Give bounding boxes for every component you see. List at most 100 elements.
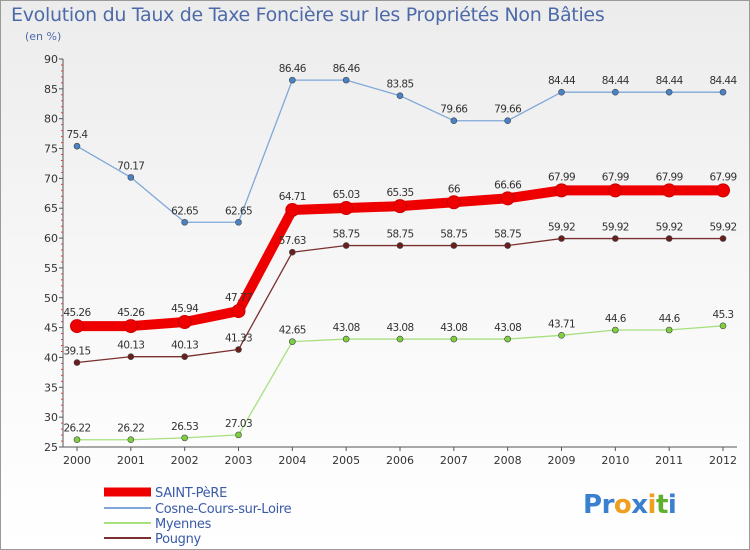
data-point <box>289 338 296 345</box>
series-layer <box>70 76 730 444</box>
data-point <box>665 326 673 334</box>
data-label: 79.66 <box>440 104 468 116</box>
x-tick-label: 2002 <box>171 454 199 467</box>
data-point <box>73 436 81 444</box>
data-label: 26.22 <box>63 423 90 435</box>
data-point <box>450 335 458 343</box>
data-label: 67.99 <box>548 171 575 183</box>
y-tick-label: 50 <box>44 292 58 305</box>
data-label: 43.71 <box>548 318 575 330</box>
data-point <box>342 335 350 343</box>
data-point <box>719 322 727 330</box>
data-point <box>450 117 458 125</box>
x-tick-label: 2009 <box>548 454 576 467</box>
data-label: 45.26 <box>63 307 91 319</box>
data-point <box>393 199 407 214</box>
data-label: 86.46 <box>333 63 361 75</box>
data-label: 26.22 <box>117 423 144 435</box>
data-labels: 45.26 45.26 45.94 47.77 64.71 65.03 65.35 66 66.… <box>63 63 738 435</box>
logo-letter: P <box>583 490 602 520</box>
y-axis-ticks: 25 30 35 40 45 50 55 60 65 70 75 80 85 90 <box>44 53 63 454</box>
data-label: 70.17 <box>117 160 144 172</box>
legend: SAINT-PèRECosne-Cours-sur-LoireMyennesPo… <box>104 486 292 547</box>
x-tick-label: 2006 <box>386 454 414 467</box>
data-point <box>665 88 673 96</box>
data-point <box>181 218 188 226</box>
data-point <box>396 92 404 100</box>
data-point <box>612 235 619 242</box>
data-label: 75.4 <box>67 129 89 141</box>
data-label: 45.3 <box>713 309 734 321</box>
data-label: 67.99 <box>709 171 736 183</box>
x-tick-label: 2008 <box>494 454 522 467</box>
y-tick-label: 70 <box>44 172 58 185</box>
data-point <box>716 183 730 198</box>
y-tick-label: 75 <box>44 143 58 156</box>
data-label: 44.6 <box>605 313 627 325</box>
data-point <box>289 248 296 256</box>
data-point <box>504 335 511 343</box>
data-label: 83.85 <box>386 79 413 91</box>
y-tick-label: 55 <box>44 262 58 275</box>
y-tick-label: 35 <box>44 381 58 394</box>
data-label: 59.92 <box>602 222 629 234</box>
data-point <box>396 335 404 343</box>
data-point <box>231 304 246 319</box>
legend-label: Myennes <box>155 517 212 532</box>
data-point <box>127 353 135 360</box>
legend-label: Pougny <box>155 532 202 547</box>
data-point <box>558 332 565 339</box>
data-label: 64.71 <box>279 191 306 203</box>
data-point <box>450 242 458 249</box>
data-point <box>665 235 673 242</box>
data-point <box>504 117 511 125</box>
data-label: 59.92 <box>656 222 683 234</box>
chart-title: Evolution du Taux de Taxe Foncière sur l… <box>11 4 605 26</box>
x-tick-label: 2001 <box>117 454 145 467</box>
data-label: 66.66 <box>494 179 522 191</box>
y-axis-unit: (en %) <box>25 30 62 43</box>
y-tick-label: 85 <box>44 83 58 96</box>
data-point <box>70 319 84 334</box>
data-label: 43.08 <box>386 322 413 334</box>
x-tick-label: 2004 <box>278 454 306 467</box>
data-label: 84.44 <box>709 75 737 87</box>
data-label: 57.63 <box>279 235 306 247</box>
data-label: 86.46 <box>279 63 307 75</box>
logo-letter: x <box>631 490 648 520</box>
data-point <box>446 195 461 210</box>
data-point <box>558 88 565 96</box>
legend-label: SAINT-PèRE <box>155 486 227 501</box>
data-point <box>235 346 242 353</box>
data-label: 62.65 <box>171 205 198 217</box>
data-label: 58.75 <box>440 229 467 241</box>
data-label: 26.53 <box>171 421 198 433</box>
y-tick-label: 40 <box>44 351 58 364</box>
data-point <box>235 431 242 439</box>
data-label: 58.75 <box>494 229 521 241</box>
x-axis-ticks: 2000 2001 2002 2003 2004 2005 2006 2007 2008 2009… <box>63 447 737 467</box>
data-label: 58.75 <box>386 229 413 241</box>
data-point <box>127 174 135 181</box>
x-tick-label: 2012 <box>709 454 737 467</box>
data-point <box>285 202 300 217</box>
data-point <box>181 434 188 442</box>
data-label: 45.26 <box>117 307 145 319</box>
y-tick-label: 90 <box>44 53 58 66</box>
data-label: 84.44 <box>548 75 576 87</box>
data-point <box>558 235 565 242</box>
data-point <box>719 235 727 242</box>
data-label: 66 <box>448 183 461 195</box>
data-label: 84.44 <box>656 75 684 87</box>
logo-letter: i <box>667 490 677 520</box>
data-label: 58.75 <box>333 229 360 241</box>
data-label: 65.35 <box>386 187 413 199</box>
data-label: 43.08 <box>333 322 360 334</box>
data-label: 67.99 <box>602 171 629 183</box>
x-tick-label: 2011 <box>655 454 683 467</box>
data-label: 43.08 <box>494 322 521 334</box>
logo-letter: r <box>601 490 615 520</box>
data-label: 67.99 <box>656 171 683 183</box>
data-point <box>235 218 242 226</box>
